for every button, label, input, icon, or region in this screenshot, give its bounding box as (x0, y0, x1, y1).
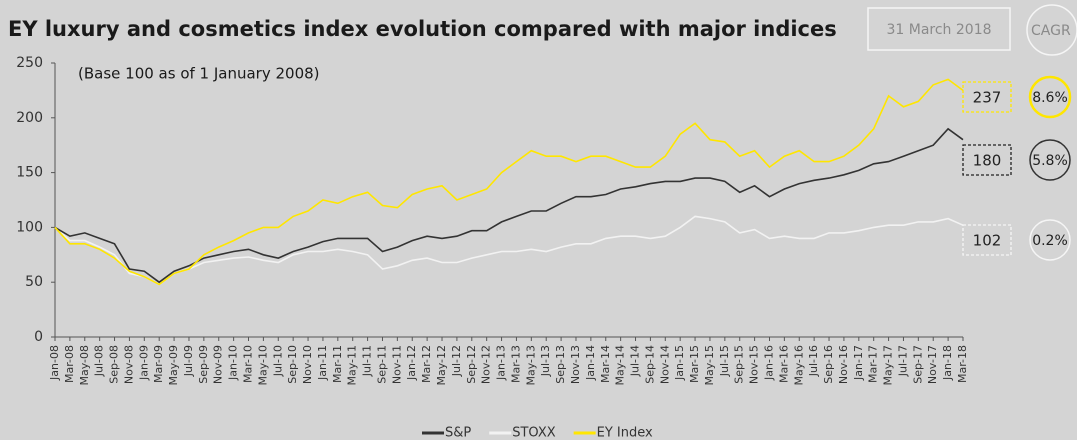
y-tick-label: 250 (16, 55, 43, 71)
x-tick-label: May-14 (614, 345, 627, 386)
x-tick-label: Mar-11 (331, 345, 344, 383)
x-tick-label: Jan-14 (584, 345, 597, 381)
x-tick-label: Sep-15 (733, 345, 746, 384)
x-tick-label: Nov-14 (658, 345, 671, 384)
x-tick-label: Jan-09 (137, 345, 150, 381)
cagr-label: 0.2% (1032, 233, 1068, 249)
x-tick-label: Jan-16 (762, 345, 775, 381)
x-tick-label: Mar-12 (420, 345, 433, 383)
x-tick-label: Nov-13 (569, 345, 582, 384)
end-label: 237 (973, 89, 1002, 107)
y-tick-label: 150 (16, 165, 43, 181)
date-label: 31 March 2018 (886, 22, 991, 38)
x-tick-label: Jul-10 (271, 345, 284, 377)
x-tick-label: Nov-09 (212, 345, 225, 384)
x-tick-label: Sep-11 (375, 345, 388, 384)
x-tick-label: Sep-16 (822, 345, 835, 384)
cagr-circle (1028, 75, 1072, 119)
x-tick-label: May-08 (78, 345, 91, 386)
x-tick-label: May-15 (703, 345, 716, 386)
x-tick-label: Jul-12 (450, 345, 463, 377)
x-tick-label: Nov-12 (480, 345, 493, 384)
x-tick-label: Sep-13 (554, 345, 567, 384)
cagr-label: 8.6% (1032, 90, 1068, 106)
x-tick-label: Sep-09 (197, 345, 210, 384)
x-tick-label: Jan-17 (852, 345, 865, 381)
x-tick-label: Mar-08 (63, 345, 76, 383)
x-tick-label: Nov-11 (390, 345, 403, 384)
x-tick-label: Jul-08 (93, 345, 106, 377)
x-tick-label: Jul-14 (629, 345, 642, 377)
x-tick-label: Jan-10 (227, 345, 240, 381)
x-tick-label: Mar-17 (867, 345, 880, 383)
cagr-circle (1029, 139, 1071, 181)
x-tick-label: Jan-11 (316, 345, 329, 381)
x-tick-label: Jan-13 (495, 345, 508, 381)
x-tick-label: May-10 (256, 345, 269, 386)
x-tick-label: Sep-12 (465, 345, 478, 384)
x-tick-label: Jul-15 (718, 345, 731, 377)
cagr-label: 5.8% (1032, 153, 1068, 169)
end-label: 180 (973, 152, 1002, 170)
y-tick-label: 50 (25, 274, 43, 290)
end-box (962, 224, 1012, 256)
x-tick-label: May-09 (167, 345, 180, 386)
x-tick-label: Jan-18 (941, 345, 954, 381)
x-tick-label: Jan-08 (48, 345, 61, 381)
x-tick-label: Jul-11 (361, 345, 374, 377)
x-tick-label: Jul-09 (182, 345, 195, 377)
x-tick-label: Sep-17 (911, 345, 924, 384)
x-tick-label: Jul-13 (539, 345, 552, 377)
x-tick-label: Jan-15 (673, 345, 686, 381)
end-box (962, 81, 1012, 113)
x-tick-label: Jul-17 (896, 345, 909, 377)
x-tick-label: Mar-13 (509, 345, 522, 383)
x-tick-label: May-17 (882, 345, 895, 386)
x-tick-label: Nov-17 (926, 345, 939, 384)
x-tick-label: Mar-14 (599, 345, 612, 383)
end-box (962, 144, 1012, 176)
x-tick-label: Jul-16 (807, 345, 820, 377)
x-tick-label: Nov-10 (301, 345, 314, 384)
x-tick-label: Mar-15 (688, 345, 701, 383)
series-line (54, 215, 964, 286)
x-tick-label: Sep-08 (108, 345, 121, 384)
x-tick-label: Mar-18 (956, 345, 969, 383)
cagr-header: CAGR (1031, 23, 1071, 39)
cagr-circle (1029, 219, 1071, 261)
end-label: 102 (973, 232, 1002, 250)
date-box (867, 7, 1011, 51)
y-tick-label: 0 (34, 329, 43, 345)
chart-subtitle: (Base 100 as of 1 January 2008) (78, 65, 320, 83)
x-tick-label: May-11 (346, 345, 359, 386)
y-tick-label: 200 (16, 110, 43, 126)
x-tick-label: Sep-10 (286, 345, 299, 384)
legend-label: EY Index (597, 426, 653, 440)
legend-label: S&P (445, 426, 471, 440)
x-tick-label: Mar-09 (152, 345, 165, 383)
cagr-header-circle (1026, 4, 1077, 56)
x-tick-label: Mar-16 (777, 345, 790, 383)
x-tick-label: May-12 (435, 345, 448, 386)
x-tick-label: Nov-08 (122, 345, 135, 384)
x-tick-label: May-13 (524, 345, 537, 386)
x-tick-label: Nov-16 (837, 345, 850, 384)
legend-label: STOXX (512, 426, 555, 440)
y-tick-label: 100 (16, 219, 43, 235)
x-tick-label: Nov-15 (748, 345, 761, 384)
series-line (54, 78, 964, 286)
x-tick-label: Mar-10 (242, 345, 255, 383)
x-tick-label: Sep-14 (643, 345, 656, 384)
chart-title: EY luxury and cosmetics index evolution … (8, 17, 837, 41)
x-tick-label: Jan-12 (405, 345, 418, 381)
series-line (54, 127, 964, 284)
x-tick-label: May-16 (792, 345, 805, 386)
